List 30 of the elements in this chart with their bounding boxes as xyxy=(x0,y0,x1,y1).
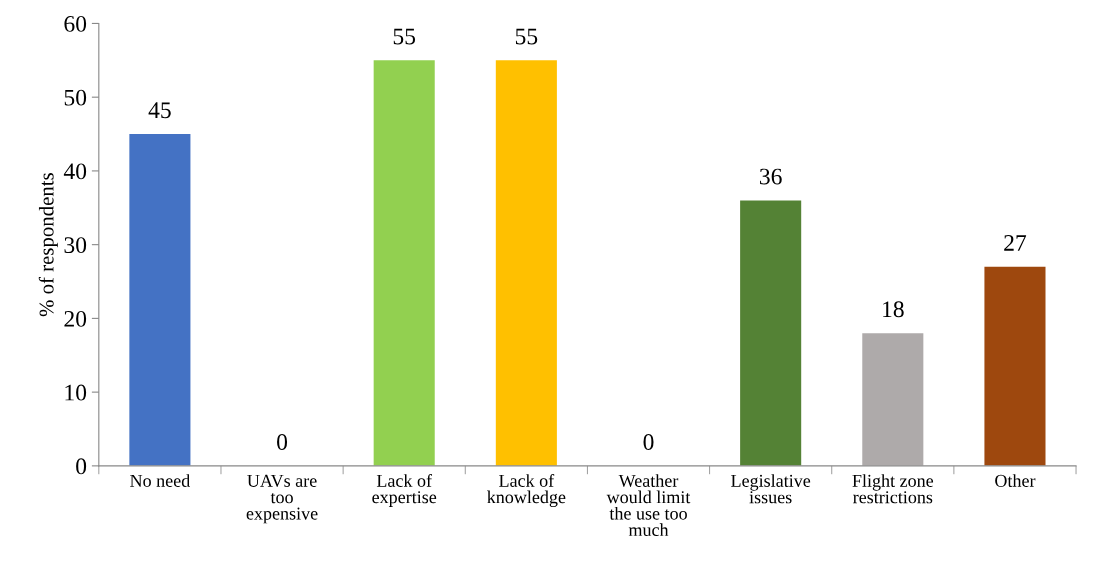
x-tick-label: UAVs are too expensive xyxy=(246,474,318,524)
data-label: 0 xyxy=(277,434,288,450)
bar xyxy=(740,200,802,466)
y-tick-label: 40 xyxy=(63,163,87,180)
x-tick-label: Other xyxy=(995,474,1036,487)
x-tick-label: No need xyxy=(130,474,191,487)
y-tick-label: 0 xyxy=(76,458,87,475)
x-tick-label: Legislative issues xyxy=(731,474,811,504)
data-label: 0 xyxy=(643,434,654,450)
x-tick-label: Lack of knowledge xyxy=(487,474,566,507)
bar xyxy=(495,60,557,466)
bar xyxy=(984,266,1046,466)
y-tick-label: 60 xyxy=(64,15,87,32)
y-tick-label: 50 xyxy=(64,89,87,106)
x-tick-label: Lack of expertise xyxy=(372,474,437,507)
y-tick-label: 10 xyxy=(65,384,87,401)
y-tick-label: 30 xyxy=(64,237,87,254)
x-tick-label: Flight zone restrictions xyxy=(852,474,934,504)
data-label: 55 xyxy=(393,28,416,45)
x-tick-label: Weather would limit the use too much xyxy=(606,474,691,537)
bar xyxy=(129,134,191,466)
bar xyxy=(862,333,924,466)
data-label: 55 xyxy=(515,28,538,45)
data-label: 18 xyxy=(883,301,904,318)
y-axis-title: % of respondents xyxy=(38,173,58,317)
bar xyxy=(373,60,435,466)
data-label: 45 xyxy=(148,102,171,119)
data-label: 27 xyxy=(1004,235,1027,251)
data-label: 36 xyxy=(759,168,782,185)
y-tick-label: 20 xyxy=(64,310,87,327)
